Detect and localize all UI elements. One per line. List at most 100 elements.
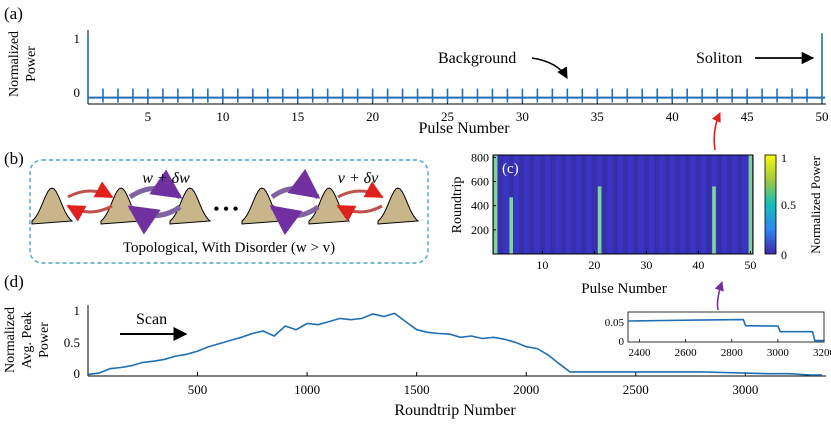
- hop-arrow-strong-1a: [128, 169, 183, 200]
- link-arrow-c-to-a: [711, 112, 721, 151]
- site-gaussian: [31, 187, 74, 225]
- panel-c-xtick-label: 20: [588, 258, 600, 272]
- inset-xtick-label: 3000: [767, 347, 790, 359]
- heatmap-hot-trace: [493, 155, 498, 254]
- heatmap-column: [732, 155, 738, 254]
- panel-d-ytick-05: 0.5: [64, 335, 80, 350]
- panel-c-ylabel: Roundtrip: [450, 177, 465, 234]
- annotation-background: Background: [438, 50, 516, 67]
- panel-c-ytick-label: 600: [471, 175, 489, 189]
- heatmap-column: [727, 155, 733, 254]
- heatmap-column: [498, 155, 504, 254]
- panel-d-ytick-1: 1: [74, 303, 81, 318]
- panel-a-xtick-label: 45: [741, 109, 754, 124]
- scan-label: Scan: [136, 311, 167, 328]
- panel-c-xtick-label: 50: [744, 258, 756, 272]
- panel-a-data: [87, 33, 825, 103]
- panel-c-xtick-label: 40: [692, 258, 704, 272]
- hop-arrow-weak-1a: [67, 181, 114, 199]
- heatmap-column: [602, 155, 608, 254]
- panel-d-xlabel: Roundtrip Number: [394, 402, 516, 419]
- panel-a-ytick-0: 0: [74, 85, 81, 100]
- hop-arrow-weak-1b: [66, 204, 113, 222]
- panel-d-label: (d): [4, 272, 24, 291]
- panel-d-ylabel-2: Avg. Peak: [20, 311, 35, 368]
- panel-a-label: (a): [4, 4, 23, 23]
- hop-arrow-weak-2a: [337, 181, 384, 199]
- heatmap-column: [513, 155, 520, 254]
- heatmap-column: [607, 155, 613, 254]
- panel-d-xtick-label: 3000: [732, 382, 758, 397]
- heatmap-column: [659, 155, 665, 254]
- heatmap-column: [638, 155, 645, 254]
- panel-a-xtick-label: 30: [516, 109, 529, 124]
- inset-series-line: [627, 318, 824, 342]
- heatmap-column: [721, 155, 728, 254]
- panel-a-xtick-label: 5: [145, 109, 152, 124]
- heatmap-column: [742, 155, 749, 254]
- heatmap-frame: [492, 154, 754, 255]
- inset-ytick-005: 0.05: [605, 317, 625, 329]
- background-arrow: [531, 57, 568, 79]
- panel-b: (b) w + δw v + δv • • • Topological, Wit…: [4, 149, 429, 264]
- heatmap-column: [664, 155, 671, 254]
- inset-xtick-label: 2800: [721, 347, 744, 359]
- panel-d-ylabel-3: Power: [37, 322, 52, 358]
- colorbar-tick-05: 0.5: [781, 198, 796, 212]
- heatmap-column: [545, 155, 551, 254]
- panel-d-xtick-label: 1500: [404, 382, 430, 397]
- heatmap-column: [576, 155, 582, 254]
- inset-xtick-label: 3200: [813, 347, 831, 359]
- heatmap-column: [685, 155, 691, 254]
- panel-a-ytick-1: 1: [74, 31, 81, 46]
- heatmap-column: [560, 155, 567, 254]
- heatmap-column: [539, 155, 546, 254]
- heatmap-column: [737, 155, 743, 254]
- heatmap-column: [701, 155, 707, 254]
- colorbar-tick-1: 1: [781, 151, 787, 165]
- panel-d-ytick-0: 0: [74, 366, 81, 381]
- link-arrow-d-to-c: [714, 281, 724, 311]
- panel-c-label: (c): [502, 161, 519, 177]
- panel-a-ylabel-1: Normalized: [7, 31, 22, 97]
- colorbar-label: Normalized Power: [808, 155, 823, 254]
- panel-b-caption: Topological, With Disorder (w > v): [123, 240, 335, 256]
- panel-a-ylabel-2: Power: [24, 46, 39, 82]
- panel-d-xtick-label: 500: [188, 382, 208, 397]
- heatmap-column: [675, 155, 681, 254]
- hop-label-v: v + δv: [338, 170, 379, 187]
- heatmap-hot-trace: [748, 155, 753, 254]
- inset-frame: [627, 311, 825, 343]
- heatmap-column: [534, 155, 541, 254]
- heatmap-column: [680, 155, 686, 254]
- inset-xtick-label: 2600: [675, 347, 698, 359]
- inset-ytick-0: 0: [619, 336, 625, 348]
- panel-a-xtick-label: 40: [666, 109, 679, 124]
- heatmap-column: [633, 155, 639, 254]
- panel-c-xlabel: Pulse Number: [581, 281, 666, 297]
- heatmap-column: [565, 155, 572, 254]
- heatmap-column: [529, 155, 535, 254]
- hop-arrow-strong-1b: [127, 204, 182, 235]
- panel-d-xtick-label: 2500: [623, 382, 649, 397]
- panel-a-xtick-label: 25: [441, 109, 454, 124]
- heatmap-hot-trace: [597, 186, 602, 254]
- panel-a-xtick-label: 50: [816, 109, 829, 124]
- heatmap-column: [519, 155, 525, 254]
- heatmap: [493, 155, 754, 254]
- panel-b-label: (b): [4, 149, 24, 168]
- panel-a-xtick-label: 15: [291, 109, 304, 124]
- heatmap-column: [503, 155, 509, 254]
- panel-c-xtick-label: 10: [536, 258, 548, 272]
- site-gaussian: [377, 187, 420, 225]
- inset-xticks: 2400 2600 2800 3000 3200: [629, 339, 831, 359]
- annotation-soliton: Soliton: [696, 50, 742, 67]
- panel-c-ytick-label: 400: [471, 199, 489, 213]
- heatmap-column: [628, 155, 634, 254]
- hop-arrow-strong-2a: [270, 168, 321, 200]
- heatmap-column: [591, 155, 598, 254]
- heatmap-column: [706, 155, 712, 254]
